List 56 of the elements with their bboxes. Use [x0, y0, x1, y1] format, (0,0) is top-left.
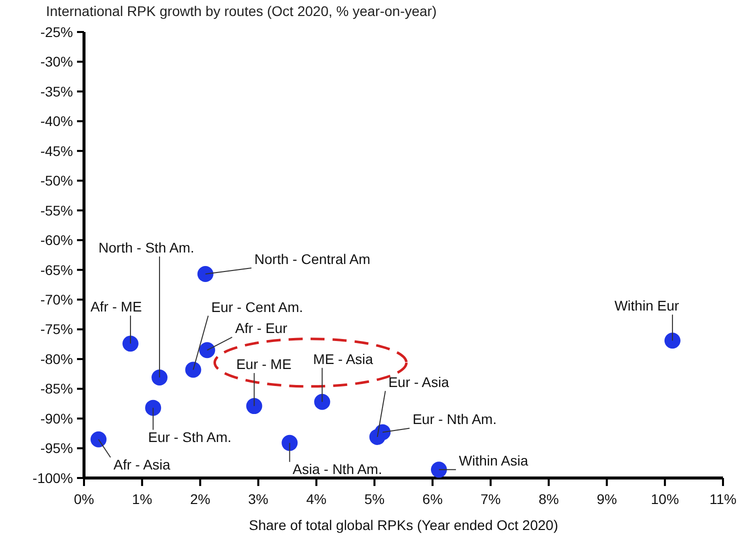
x-tick-label: 6% — [422, 491, 443, 507]
x-tick-label: 10% — [650, 491, 679, 507]
annotation: Eur - ME — [236, 356, 292, 372]
x-tick-label: 11% — [710, 491, 736, 507]
y-tick-label: -75% — [40, 321, 73, 338]
annotation: Within Eur — [614, 298, 680, 314]
y-tick-label: -90% — [40, 410, 73, 426]
x-tick-label: 8% — [538, 491, 559, 507]
annotation: Eur - Asia — [388, 374, 450, 390]
annotation: North - Sth Am. — [98, 240, 194, 256]
x-tick-label: 9% — [596, 491, 617, 507]
y-tick-label: -50% — [40, 172, 73, 189]
x-tick-label: 2% — [190, 491, 210, 507]
annotation: Within Asia — [458, 452, 528, 469]
x-tick-label: 5% — [364, 491, 385, 507]
x-tick-label: 0% — [74, 491, 94, 507]
annotation: Asia - Nth Am. — [292, 460, 382, 477]
x-tick-label: 3% — [248, 491, 268, 507]
y-tick-label: -95% — [40, 440, 73, 456]
y-tick-label: -85% — [40, 380, 73, 397]
y-tick-label: -70% — [40, 292, 73, 308]
x-tick-label: 7% — [480, 491, 501, 507]
annotation: Eur - Sth Am. — [148, 428, 232, 445]
annotation: Afr - Asia — [114, 456, 171, 472]
y-tick-label: -55% — [40, 202, 73, 218]
y-tick-label: -25% — [40, 24, 73, 40]
x-tick-label: 4% — [306, 491, 326, 507]
point — [145, 400, 162, 416]
point — [197, 266, 214, 282]
annotation: North - Central Am — [254, 251, 370, 268]
y-tick-label: -30% — [40, 54, 73, 70]
point — [430, 462, 447, 478]
point — [246, 398, 262, 414]
y-tick-label: -80% — [40, 350, 73, 367]
y-tick-label: -40% — [40, 113, 73, 130]
annotation: Afr - Eur — [235, 320, 288, 336]
point — [90, 431, 107, 448]
y-tick-label: -35% — [40, 83, 73, 100]
annotation: Eur - Cent Am. — [211, 298, 304, 315]
point — [122, 336, 138, 352]
y-tick-label: -60% — [40, 232, 73, 248]
point — [185, 362, 202, 378]
point — [664, 332, 680, 349]
point — [314, 394, 330, 410]
point — [199, 342, 216, 358]
chart-title: International RPK growth by routes (Oct 2020, % year-on-year) — [46, 3, 437, 19]
point — [282, 434, 298, 451]
y-tick-label: -45% — [40, 142, 73, 159]
y-tick-label: -100% — [32, 470, 73, 486]
annotation: ME - Asia — [313, 350, 374, 367]
y-tick-label: -65% — [40, 262, 73, 278]
point — [152, 370, 168, 386]
x-tick-label: 1% — [132, 491, 152, 507]
x-axis-title: Share of total global RPKs (Year ended Oct 2020) — [248, 517, 558, 533]
annotation: Afr - ME — [90, 298, 142, 315]
annotation: Eur - Nth Am. — [412, 411, 497, 428]
